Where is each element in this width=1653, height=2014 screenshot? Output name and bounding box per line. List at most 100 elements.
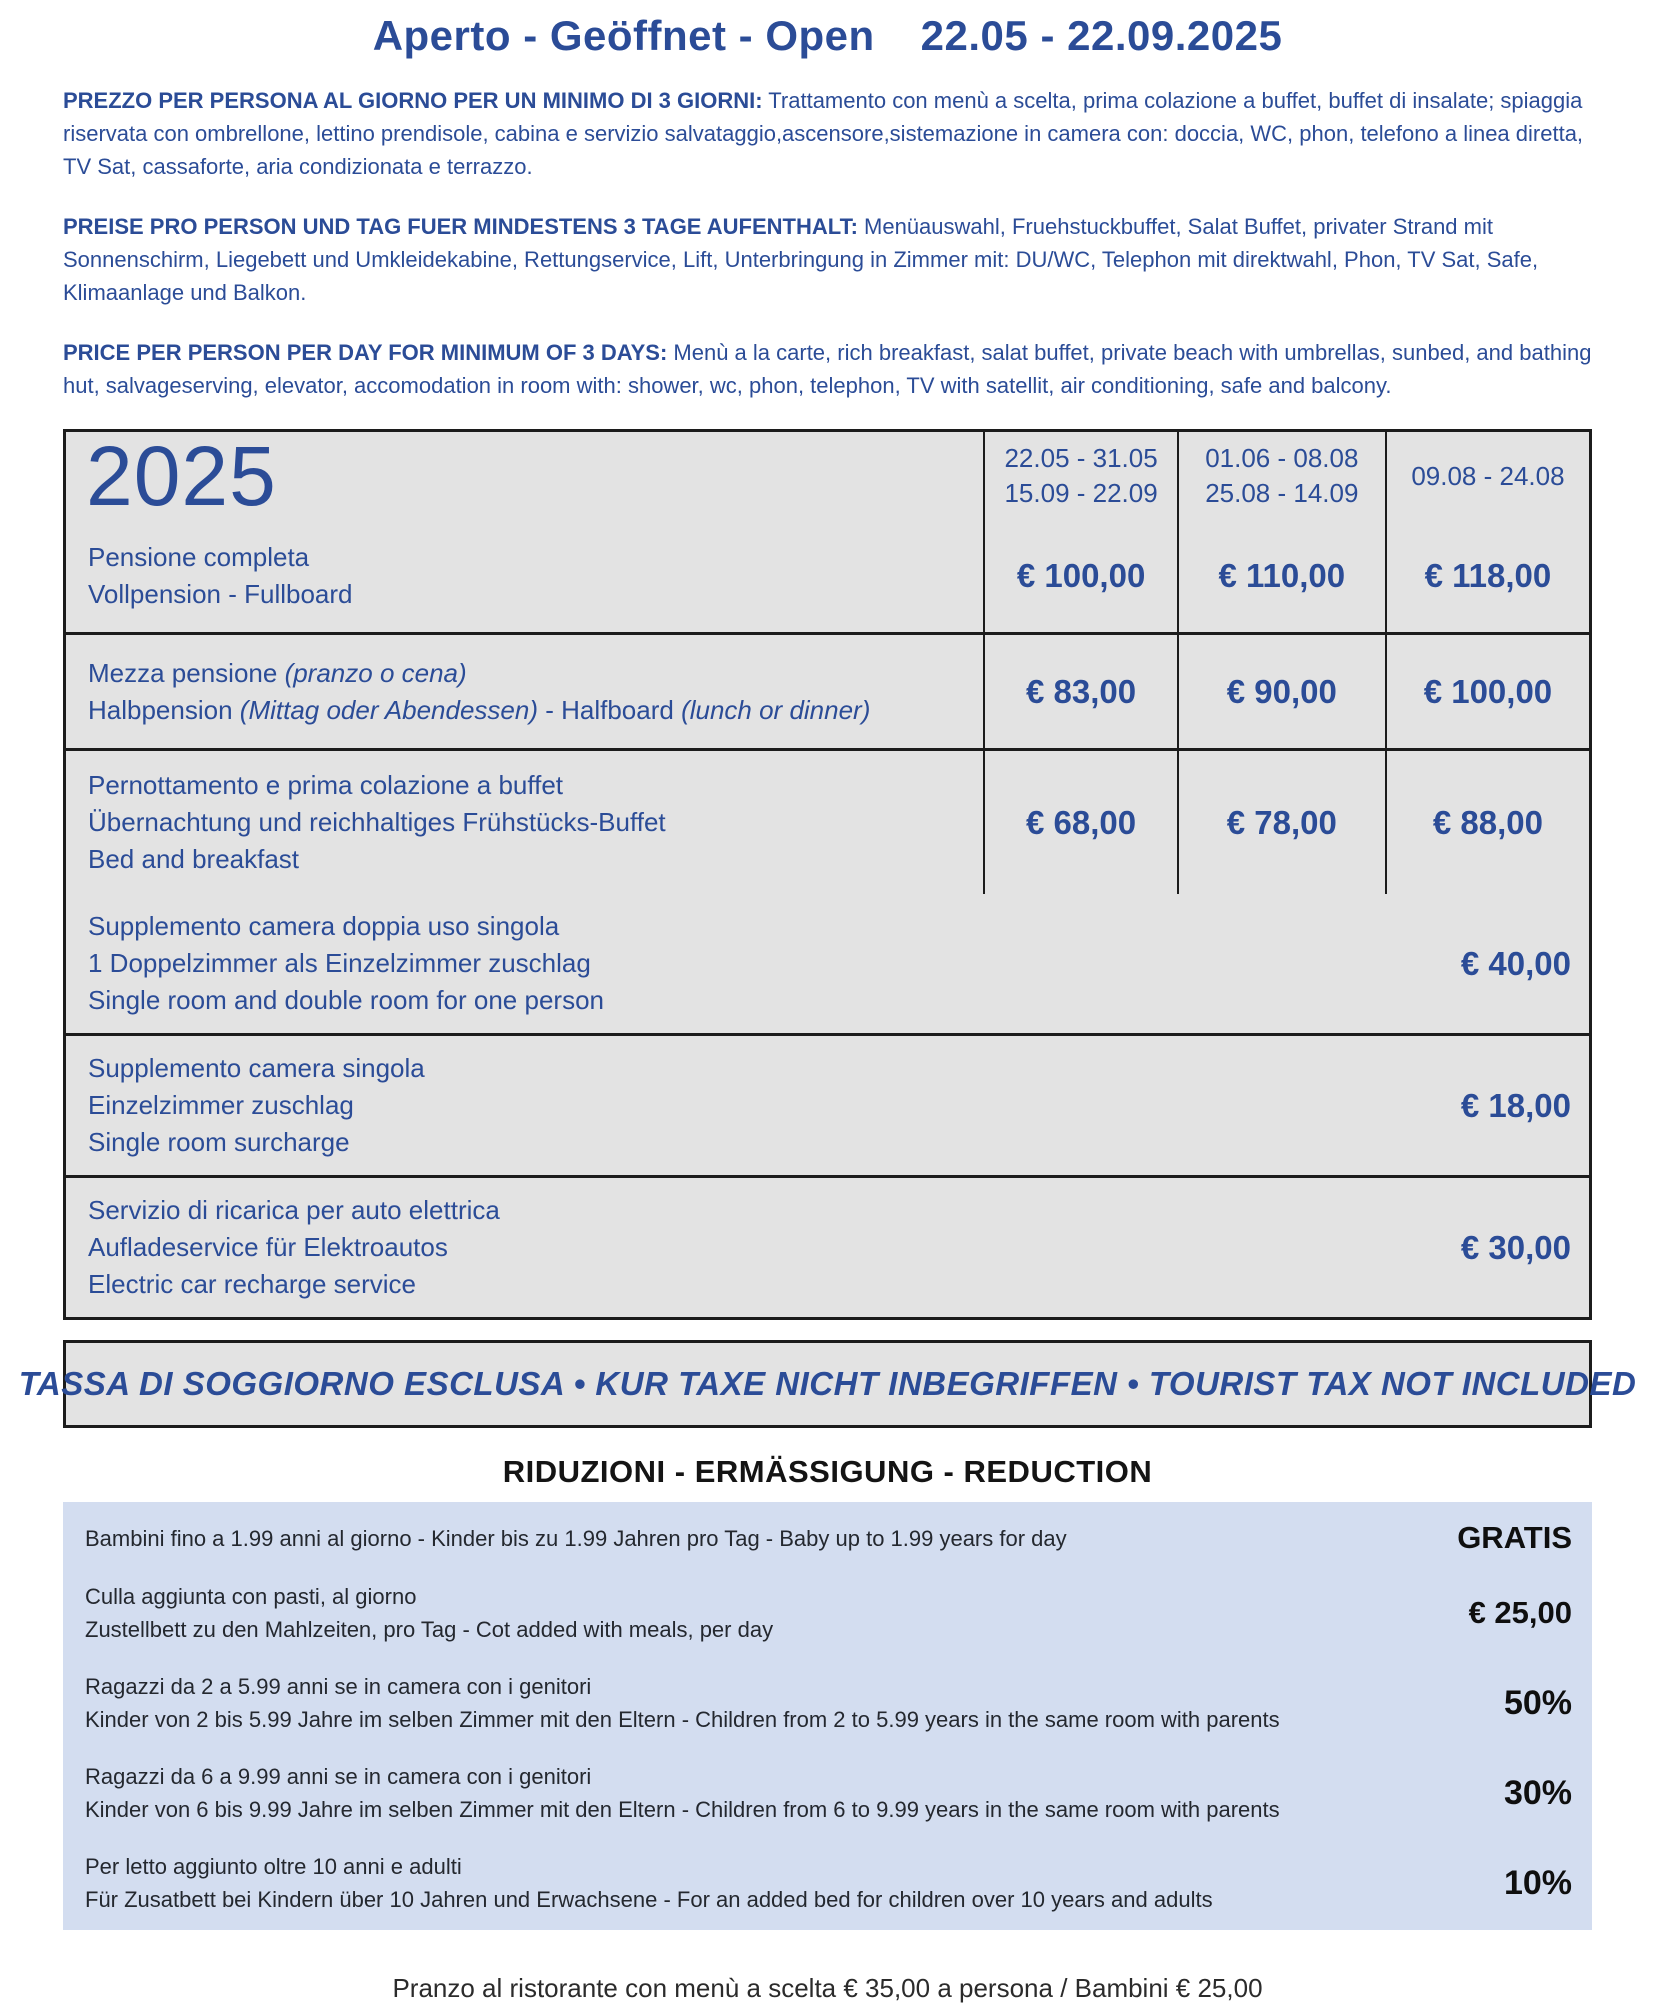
open-label: Aperto - Geöffnet - Open [372,12,875,59]
price-row-label-line: Pensione completa [88,539,975,576]
supplement-label-line: Supplemento camera singola [88,1053,425,1083]
supplement-price: € 40,00 [1460,944,1571,982]
reduction-label-line: Bambini fino a 1.99 anni al giorno - Kin… [85,1525,1067,1551]
reductions-title: RIDUZIONI - ERMÄSSIGUNG - REDUCTION [502,1454,1153,1489]
season-dates: 09.08 - 24.08 [1411,460,1565,491]
supplement-label-line: 1 Doppelzimmer als Einzelzimmer zuschlag [88,948,591,978]
reduction-row: Ragazzi da 6 a 9.99 anni se in camera co… [85,1760,1572,1826]
label-segment: Vollpension - Fullboard [88,579,353,609]
price-table: 2025 22.05 - 31.05 15.09 - 22.09 01.06 - 0… [63,429,1592,1320]
intro-paragraphs: PREZZO PER PERSONA AL GIORNO PER UN MINI… [63,84,1592,402]
label-segment: Pernottamento e prima colazione a buffet [88,770,564,800]
reduction-label-line: Zustellbett zu den Mahlzeiten, pro Tag -… [85,1617,774,1642]
supplement-label: Supplemento camera doppia uso singola 1 D… [88,908,604,1019]
season-dates: 25.08 - 14.09 [1205,478,1359,508]
season-dates: 15.09 - 22.09 [1004,478,1158,508]
price-value: € 88,00 [1384,751,1589,894]
supplement-row: Servizio di ricarica per auto elettrica A… [66,1175,1589,1317]
open-dates: 22.05 - 22.09.2025 [920,12,1283,59]
supplement-label-line: Single room surcharge [88,1127,350,1157]
intro-paragraph-text: Menù a la carte, rich breakfast, salat b… [63,340,1592,398]
season-column-header: 01.06 - 08.08 25.08 - 14.09 [1176,432,1385,520]
intro-paragraph-text: Menüauswahl, Fruehstuckbuffet, Salat Buf… [63,214,1539,305]
supplement-label-line: Aufladeservice für Elektroautos [88,1232,448,1262]
price-value: € 118,00 [1384,520,1589,632]
price-row-label-line: Bed and breakfast [88,841,975,878]
label-segment: Übernachtung und reichhaltiges Frühstück… [88,807,666,837]
season-column-header: 09.08 - 24.08 [1384,432,1589,520]
intro-paragraph-label: PREISE PRO PERSON UND TAG FUER MINDESTEN… [63,214,858,239]
price-value: € 100,00 [1384,635,1589,748]
reduction-label: Culla aggiunta con pasti, al giorno Zuste… [85,1580,773,1646]
price-row-label-line: Übernachtung und reichhaltiges Frühstück… [88,804,975,841]
price-row: Pernottamento e prima colazione a buffet… [66,748,1589,894]
supplement-label-line: Single room and double room for one pers… [88,985,604,1015]
price-value: € 110,00 [1176,520,1385,632]
supplement-label-line: Servizio di ricarica per auto elettrica [88,1195,500,1225]
supplement-label: Servizio di ricarica per auto elettrica A… [88,1192,500,1303]
reduction-label-line: Ragazzi da 2 a 5.99 anni se in camera co… [85,1674,592,1699]
tourist-tax-banner: TASSA DI SOGGIORNO ESCLUSA • KUR TAXE NI… [19,1340,1636,1428]
reduction-row: Bambini fino a 1.99 anni al giorno - Kin… [85,1520,1572,1556]
intro-paragraph: PREZZO PER PERSONA AL GIORNO PER UN MINI… [63,84,1592,183]
price-row: Pensione completa Vollpension - Fullboard… [66,520,1589,632]
price-rows: Pensione completa Vollpension - Fullboard… [66,520,1589,894]
reduction-label-line: Kinder von 2 bis 5.99 Jahre im selben Zi… [85,1707,1280,1732]
reduction-value: 50% [1503,1683,1572,1722]
price-value: € 68,00 [983,751,1176,894]
supplement-label: Supplemento camera singola Einzelzimmer z… [88,1050,425,1161]
reduction-label: Per letto aggiunto oltre 10 anni e adult… [85,1850,1213,1916]
intro-paragraph-label: PRICE PER PERSON PER DAY FOR MINIMUM OF … [63,340,668,365]
price-row-label-line: Pernottamento e prima colazione a buffet [88,767,975,804]
price-value: € 78,00 [1176,751,1385,894]
label-segment: Mezza pensione [88,657,285,688]
label-segment: Halbpension [88,694,240,725]
reduction-label-line: Kinder von 6 bis 9.99 Jahre im selben Zi… [85,1797,1280,1822]
price-row: Mezza pensione (pranzo o cena) Halbpensio… [66,632,1589,748]
season-dates: 01.06 - 08.08 [1205,443,1359,473]
reduction-row: Per letto aggiunto oltre 10 anni e adult… [85,1850,1572,1916]
table-header-row: 2025 22.05 - 31.05 15.09 - 22.09 01.06 - 0… [66,432,1589,520]
reduction-label: Ragazzi da 2 a 5.99 anni se in camera co… [85,1670,1280,1736]
label-segment: Pensione completa [88,542,310,572]
supplement-label-line: Electric car recharge service [88,1269,416,1299]
reduction-label-line: Culla aggiunta con pasti, al giorno [85,1584,417,1609]
footer-notes: Pranzo al ristorante con menù a scelta €… [63,1966,1592,2014]
reduction-label-line: Für Zusatbett bei Kindern über 10 Jahren… [85,1887,1213,1912]
reduction-row: Ragazzi da 2 a 5.99 anni se in camera co… [85,1670,1572,1736]
reduction-label-line: Per letto aggiunto oltre 10 anni e adult… [85,1854,462,1879]
price-value: € 100,00 [983,520,1176,632]
label-segment: - Halfboard [537,694,682,725]
price-row-label-line: Mezza pensione (pranzo o cena) [88,655,975,692]
price-value: € 90,00 [1176,635,1385,748]
supplement-row: Supplemento camera doppia uso singola 1 D… [66,894,1589,1033]
price-row-label: Pensione completa Vollpension - Fullboard [66,520,983,632]
reduction-row: Culla aggiunta con pasti, al giorno Zuste… [85,1580,1572,1646]
supplement-rows: Supplemento camera doppia uso singola 1 D… [66,894,1589,1317]
supplement-row: Supplemento camera singola Einzelzimmer z… [66,1033,1589,1175]
reduction-value: € 25,00 [1468,1595,1572,1630]
supplement-label-line: Supplemento camera doppia uso singola [88,911,560,941]
intro-paragraph: PRICE PER PERSON PER DAY FOR MINIMUM OF … [63,336,1592,402]
supplement-label-line: Einzelzimmer zuschlag [88,1090,354,1120]
footer-paragraph: Pranzo al ristorante con menù a scelta €… [63,1966,1592,2014]
reduction-label-line: Ragazzi da 6 a 9.99 anni se in camera co… [85,1764,592,1789]
reduction-label: Ragazzi da 6 a 9.99 anni se in camera co… [85,1760,1280,1826]
year-label: 2025 [86,429,277,523]
supplement-price: € 30,00 [1460,1228,1571,1266]
supplement-price: € 18,00 [1460,1086,1571,1124]
reduction-value: 10% [1503,1863,1572,1902]
price-row-label-line: Halbpension (Mittag oder Abendessen) - H… [88,692,975,729]
label-segment: Bed and breakfast [88,844,300,874]
reductions-box: Bambini fino a 1.99 anni al giorno - Kin… [63,1502,1592,1930]
reduction-value: GRATIS [1457,1520,1572,1555]
footer-paragraph-line: Mittagessen im Restaurant mit Menü 35,00… [63,2010,1592,2014]
tourist-tax-text: TASSA DI SOGGIORNO ESCLUSA • KUR TAXE NI… [18,1365,1637,1402]
intro-paragraph: PREISE PRO PERSON UND TAG FUER MINDESTEN… [63,210,1592,309]
price-row-label-line: Vollpension - Fullboard [88,576,975,613]
label-segment-italic: (Mittag oder Abendessen) [239,694,538,725]
price-row-label: Pernottamento e prima colazione a buffet… [66,751,983,894]
reduction-value: 30% [1503,1773,1572,1812]
reduction-label: Bambini fino a 1.99 anni al giorno - Kin… [85,1522,1067,1555]
